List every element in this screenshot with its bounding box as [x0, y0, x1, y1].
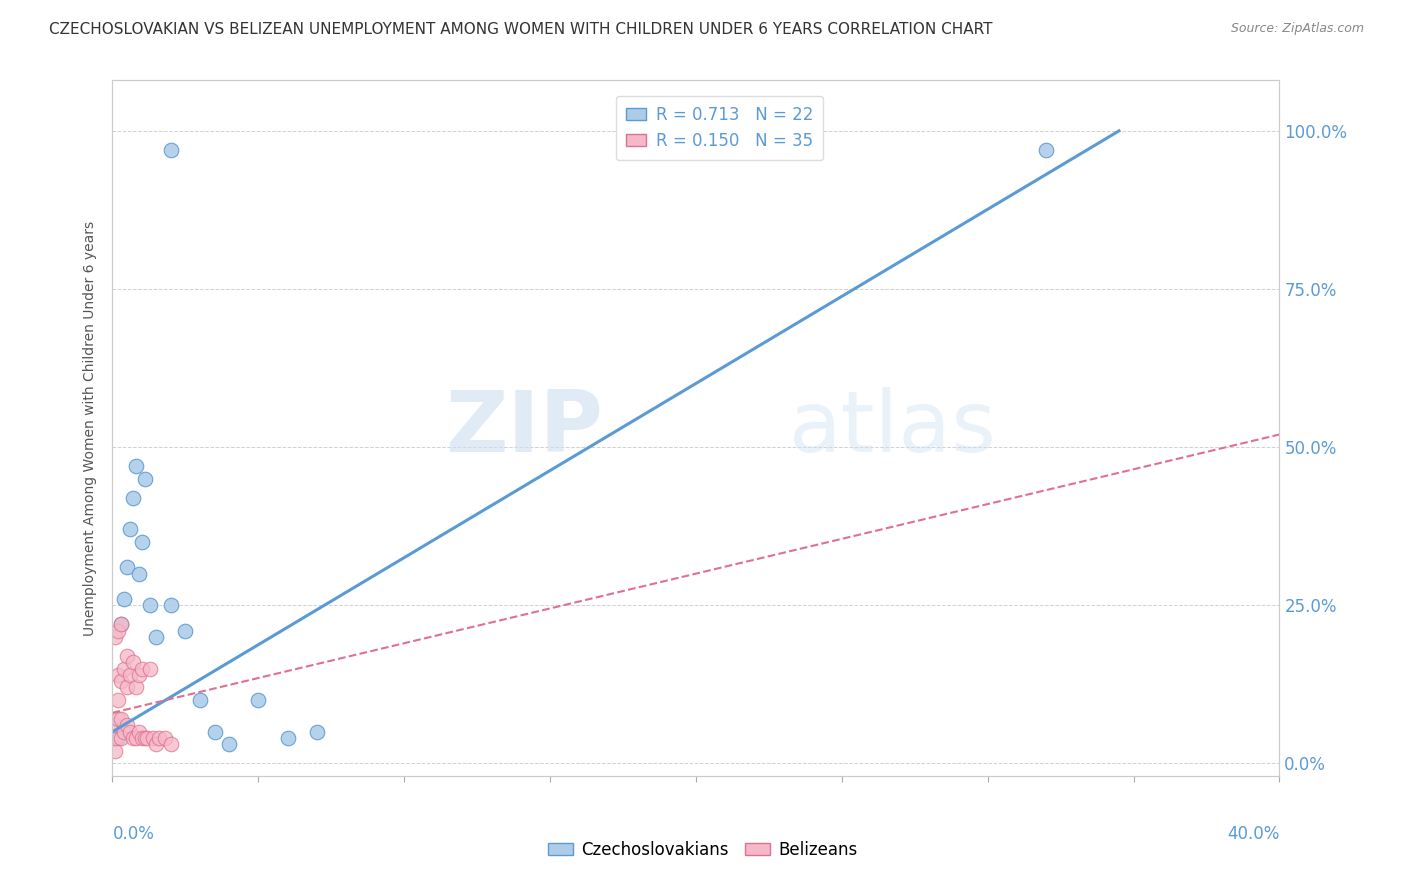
- Point: [115, 560, 138, 574]
- Point: [136, 731, 159, 745]
- Point: [104, 731, 127, 745]
- Point: [118, 668, 141, 682]
- Text: CZECHOSLOVAKIAN VS BELIZEAN UNEMPLOYMENT AMONG WOMEN WITH CHILDREN UNDER 6 YEARS: CZECHOSLOVAKIAN VS BELIZEAN UNEMPLOYMENT…: [49, 22, 993, 37]
- Point: [128, 566, 150, 581]
- Point: [122, 655, 145, 669]
- Point: [131, 535, 153, 549]
- Point: [139, 599, 162, 613]
- Point: [107, 712, 129, 726]
- Text: atlas: atlas: [789, 386, 997, 470]
- Point: [188, 693, 211, 707]
- Point: [153, 731, 176, 745]
- Point: [160, 738, 183, 752]
- Point: [118, 522, 141, 536]
- Text: Source: ZipAtlas.com: Source: ZipAtlas.com: [1230, 22, 1364, 36]
- Point: [142, 731, 165, 745]
- Point: [110, 617, 132, 632]
- Point: [118, 724, 141, 739]
- Point: [125, 459, 148, 474]
- Point: [160, 599, 183, 613]
- Point: [115, 648, 138, 663]
- Point: [1035, 143, 1057, 157]
- Point: [112, 661, 135, 675]
- Point: [115, 718, 138, 732]
- Point: [112, 724, 135, 739]
- Point: [160, 143, 183, 157]
- Point: [148, 731, 170, 745]
- Point: [131, 661, 153, 675]
- Point: [131, 731, 153, 745]
- Point: [110, 674, 132, 689]
- Point: [305, 724, 328, 739]
- Y-axis label: Unemployment Among Women with Children Under 6 years: Unemployment Among Women with Children U…: [83, 220, 97, 636]
- Point: [218, 738, 240, 752]
- Point: [276, 731, 298, 745]
- Point: [107, 624, 129, 638]
- Point: [122, 491, 145, 505]
- Point: [247, 693, 270, 707]
- Legend: R = 0.713   N = 22, R = 0.150   N = 35: R = 0.713 N = 22, R = 0.150 N = 35: [616, 95, 823, 160]
- Point: [112, 591, 135, 606]
- Point: [115, 681, 138, 695]
- Point: [204, 724, 226, 739]
- Text: ZIP: ZIP: [444, 386, 603, 470]
- Point: [145, 738, 167, 752]
- Point: [122, 731, 145, 745]
- Point: [139, 661, 162, 675]
- Point: [110, 731, 132, 745]
- Point: [125, 731, 148, 745]
- Point: [110, 712, 132, 726]
- Point: [104, 630, 127, 644]
- Point: [107, 668, 129, 682]
- Point: [134, 472, 156, 486]
- Point: [104, 744, 127, 758]
- Text: 0.0%: 0.0%: [112, 825, 155, 843]
- Point: [107, 693, 129, 707]
- Point: [174, 624, 197, 638]
- Point: [145, 630, 167, 644]
- Point: [134, 731, 156, 745]
- Point: [128, 724, 150, 739]
- Point: [110, 617, 132, 632]
- Legend: Czechoslovakians, Belizeans: Czechoslovakians, Belizeans: [541, 835, 865, 866]
- Point: [128, 668, 150, 682]
- Point: [125, 681, 148, 695]
- Text: 40.0%: 40.0%: [1227, 825, 1279, 843]
- Point: [107, 731, 129, 745]
- Point: [104, 718, 127, 732]
